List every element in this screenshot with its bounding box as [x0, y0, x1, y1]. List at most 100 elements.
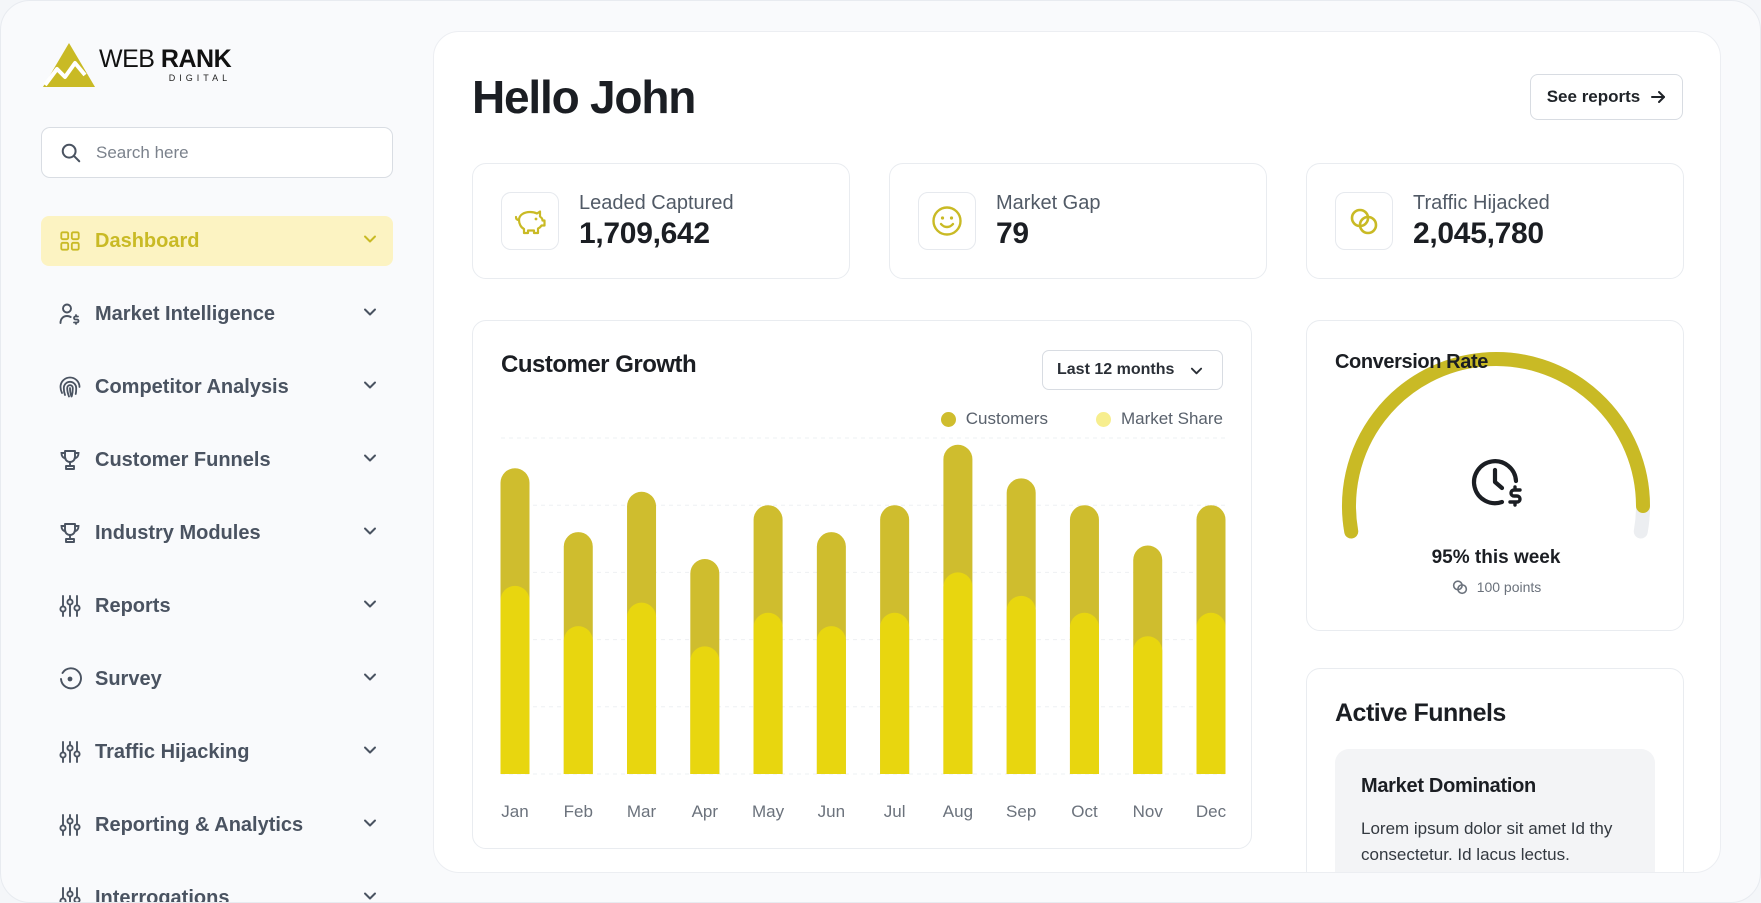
- trophy-icon: [58, 521, 82, 545]
- gauge-track: [1342, 352, 1650, 539]
- eye-target-icon: [58, 667, 82, 691]
- range-select-value: Last 12 months: [1057, 361, 1175, 378]
- sidebar-item-survey[interactable]: Survey: [41, 654, 393, 704]
- bar-market-share-oct[interactable]: [1069, 612, 1099, 774]
- smiley-icon: [932, 206, 962, 236]
- chevron-down-icon[interactable]: [363, 232, 377, 251]
- chart-legend: Customers Market Share: [940, 409, 1223, 429]
- legend-item-market-share[interactable]: Market Share: [1095, 409, 1223, 429]
- stat-card-leads: Leaded Captured 1,709,642: [472, 163, 850, 279]
- bar-market-share-jan[interactable]: [500, 585, 530, 774]
- x-tick-label: Feb: [564, 802, 593, 821]
- sidebar-item-label: Reporting & Analytics: [95, 813, 304, 836]
- sidebar-item-reports[interactable]: Reports: [41, 581, 393, 631]
- sidebar-item-label: Traffic Hijacking: [95, 740, 250, 763]
- sliders-icon: [58, 886, 82, 902]
- bar-market-share-nov[interactable]: [1133, 636, 1163, 774]
- sidebar-item-label: Interrogations: [95, 886, 230, 903]
- stat-value: 79: [996, 216, 1029, 250]
- sliders-icon: [58, 813, 82, 837]
- mountain-logo-icon: [43, 43, 95, 87]
- bar-market-share-may[interactable]: [753, 612, 783, 774]
- sliders-icon: [58, 594, 82, 618]
- funnel-description: Lorem ipsum dolor sit amet Id thy consec…: [1361, 819, 1613, 864]
- brand-name-light: WEB: [99, 45, 155, 73]
- bar-market-share-sep[interactable]: [1006, 595, 1036, 774]
- bar-market-share-dec[interactable]: [1196, 612, 1226, 774]
- search-icon: [61, 143, 81, 162]
- chevron-down-icon[interactable]: [363, 378, 377, 397]
- x-tick-label: Jun: [818, 802, 845, 821]
- sidebar-item-market-intelligence[interactable]: Market Intelligence: [41, 289, 393, 339]
- chevron-down-icon[interactable]: [363, 670, 377, 689]
- chevron-down-icon[interactable]: [363, 816, 377, 835]
- x-tick-label: Oct: [1071, 802, 1098, 821]
- bar-market-share-mar[interactable]: [627, 602, 657, 774]
- bar-market-share-aug[interactable]: [943, 572, 973, 774]
- brand-name-bold: RANK: [160, 45, 232, 73]
- x-tick-label: May: [752, 802, 785, 821]
- sidebar-item-customer-funnels[interactable]: Customer Funnels: [41, 435, 393, 485]
- sidebar-item-label: Market Intelligence: [95, 302, 276, 325]
- chevron-down-icon[interactable]: [363, 743, 377, 762]
- sidebar-item-competitor-analysis[interactable]: Competitor Analysis: [41, 362, 393, 412]
- sidebar-item-label: Industry Modules: [95, 521, 261, 544]
- chevron-down-icon[interactable]: [363, 889, 377, 903]
- gauge-fill: [1342, 352, 1650, 539]
- piggy-bank-icon: [514, 210, 546, 235]
- sidebar-item-label: Dashboard: [95, 229, 200, 252]
- brand-wordmark: WEB RANK DIGITAL: [99, 45, 232, 83]
- legend-dot: [1095, 411, 1111, 427]
- stat-card-traffic-hijacked: Traffic Hijacked 2,045,780: [1306, 163, 1684, 279]
- chevron-down-icon[interactable]: [363, 305, 377, 324]
- sidebar-item-industry-modules[interactable]: Industry Modules: [41, 508, 393, 558]
- funnel-name: Market Domination: [1361, 775, 1536, 797]
- stat-value: 2,045,780: [1413, 216, 1544, 250]
- x-tick-label: Mar: [627, 802, 657, 821]
- sidebar-item-traffic-hijacking[interactable]: Traffic Hijacking: [41, 727, 393, 777]
- arrow-right-icon: [1651, 91, 1666, 103]
- chevron-down-icon[interactable]: [363, 597, 377, 616]
- active-funnels-card: Active Funnels Market Domination Lorem i…: [1306, 668, 1684, 872]
- legend-item-customers[interactable]: Customers: [940, 409, 1048, 429]
- sidebar-item-dashboard[interactable]: Dashboard: [41, 216, 393, 266]
- stat-label: Market Gap: [996, 191, 1101, 214]
- legend-dot: [940, 411, 956, 427]
- x-tick-label: Sep: [1006, 802, 1036, 821]
- conversion-title: Conversion Rate: [1335, 351, 1488, 373]
- bar-market-share-feb[interactable]: [563, 626, 593, 774]
- sidebar: WEB RANK DIGITAL Dashboard Market Intelli…: [41, 1, 393, 903]
- linked-circles-icon: [1350, 208, 1378, 235]
- bar-market-share-jul[interactable]: [880, 612, 910, 774]
- main-panel: Hello John See reports Leaded Captured 1…: [433, 31, 1721, 873]
- chevron-down-icon[interactable]: [363, 451, 377, 470]
- conversion-gauge: [1342, 352, 1650, 539]
- sidebar-item-interrogations[interactable]: Interrogations: [41, 873, 393, 903]
- search-box[interactable]: [41, 127, 393, 178]
- search-input[interactable]: [96, 142, 366, 163]
- brand-logo[interactable]: WEB RANK DIGITAL: [41, 39, 232, 91]
- see-reports-label: See reports: [1546, 87, 1641, 106]
- x-tick-label: Jan: [501, 802, 528, 821]
- sidebar-item-label: Competitor Analysis: [95, 375, 289, 398]
- linked-circles-icon: [1452, 580, 1467, 595]
- customer-growth-chart: Jan Feb Mar Apr May Jun Jul Aug Sep Oct Nov Dec: [500, 437, 1227, 821]
- chevron-down-icon[interactable]: [363, 524, 377, 543]
- legend-label: Customers: [965, 409, 1048, 428]
- funnel-item[interactable]: Market Domination Lorem ipsum dolor sit …: [1335, 749, 1655, 872]
- bar-market-share-jun[interactable]: [816, 626, 846, 774]
- bar-market-share-apr[interactable]: [690, 646, 720, 774]
- sidebar-item-label: Customer Funnels: [95, 448, 271, 471]
- clock-dollar-icon: [1471, 459, 1522, 507]
- chart-title: Customer Growth: [501, 351, 697, 378]
- funnels-title: Active Funnels: [1335, 699, 1506, 727]
- sidebar-item-label: Reports: [95, 594, 171, 617]
- range-select[interactable]: Last 12 months: [1042, 350, 1223, 390]
- see-reports-button[interactable]: See reports: [1530, 74, 1683, 120]
- brand-sub: DIGITAL: [168, 73, 232, 83]
- conversion-rate-card: Conversion Rate 95% this week 100 points: [1306, 320, 1684, 631]
- sidebar-item-reporting-and-analytics[interactable]: Reporting & Analytics: [41, 800, 393, 850]
- points-label: 100 points: [1476, 579, 1542, 595]
- x-tick-label: Apr: [692, 802, 719, 821]
